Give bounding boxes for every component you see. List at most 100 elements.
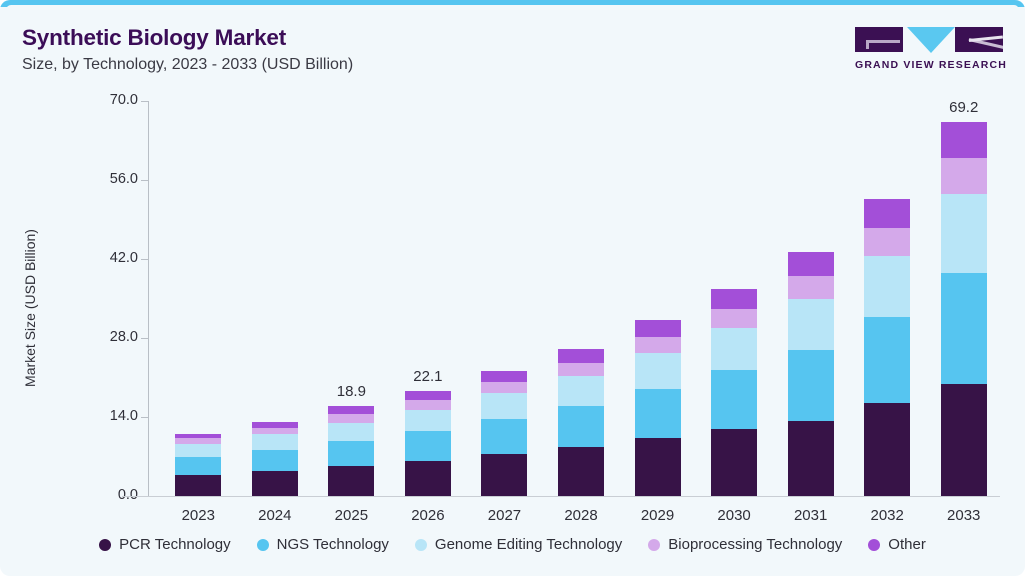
bar-group[interactable] [787, 251, 834, 496]
bar-group[interactable] [558, 349, 604, 496]
bar-segment[interactable] [864, 402, 911, 496]
bar-segment[interactable] [558, 349, 604, 363]
y-axis-tick-mark [141, 101, 148, 102]
bar-group[interactable] [711, 288, 758, 496]
x-axis-tick-label: 2028 [564, 507, 598, 524]
bar-segment[interactable] [940, 122, 987, 159]
legend-label: PCR Technology [119, 536, 231, 553]
bar-group[interactable] [175, 433, 222, 496]
bar-segment[interactable] [711, 327, 758, 371]
bar-segment[interactable] [175, 438, 222, 445]
bar-segment[interactable] [864, 227, 911, 256]
bar-segment[interactable] [481, 454, 528, 496]
bar-group[interactable] [328, 405, 375, 496]
bar-segment[interactable] [328, 440, 375, 466]
bar-segment[interactable] [864, 317, 911, 403]
bar-segment[interactable] [787, 251, 834, 276]
bar-group[interactable] [481, 370, 528, 496]
bar-segment[interactable] [711, 308, 758, 328]
bar-segment[interactable] [864, 255, 911, 318]
bar-segment[interactable] [864, 199, 911, 228]
bar-segment[interactable] [558, 405, 604, 447]
bar-segment[interactable] [634, 388, 681, 438]
x-axis-tick-label: 2030 [717, 507, 751, 524]
bar-segment[interactable] [787, 298, 834, 350]
legend-color-swatch-icon [256, 538, 269, 551]
x-axis-tick-label: 2027 [487, 507, 522, 524]
bar-segment[interactable] [558, 362, 604, 377]
bar-segment[interactable] [787, 420, 834, 496]
chart-subtitle: Size, by Technology, 2023 - 2033 (USD Bi… [22, 56, 354, 73]
bar-segment[interactable] [711, 429, 758, 496]
legend-color-swatch-icon [414, 538, 427, 551]
bar-segment[interactable] [175, 444, 222, 457]
y-axis-tick-label: 56.0 [109, 171, 138, 187]
bar-segment[interactable] [634, 437, 681, 496]
bar-group[interactable] [864, 199, 911, 496]
bar-segment[interactable] [481, 418, 528, 455]
legend-item[interactable]: NGS Technology [256, 536, 389, 553]
bar-segment[interactable] [328, 414, 375, 423]
y-axis-tick-label: 42.0 [109, 250, 138, 266]
bar-segment[interactable] [481, 382, 528, 394]
bar-segment[interactable] [175, 456, 222, 476]
bar-group[interactable] [251, 422, 298, 496]
bar-segment[interactable] [711, 370, 758, 430]
bar-segment[interactable] [404, 409, 451, 432]
bar-segment[interactable] [251, 422, 298, 428]
bar-segment[interactable] [940, 272, 987, 384]
bar-segment[interactable] [634, 353, 681, 389]
bar-group[interactable] [940, 122, 987, 496]
legend-item[interactable]: Other [868, 536, 926, 553]
x-axis-tick-label: 2032 [870, 507, 904, 524]
bar-segment[interactable] [404, 400, 451, 410]
bar-segment[interactable] [711, 288, 758, 309]
y-axis-tick-label: 28.0 [109, 329, 138, 345]
y-axis-tick-label: 70.0 [109, 92, 138, 108]
bar-segment[interactable] [558, 446, 604, 496]
bar-segment[interactable] [558, 376, 604, 406]
y-axis-title: Market Size (USD Billion) [22, 229, 38, 387]
logo-text: GRAND VIEW RESEARCH [855, 59, 1007, 71]
bar-segment[interactable] [634, 320, 681, 338]
bar-segment[interactable] [481, 370, 528, 382]
bar-segment[interactable] [251, 449, 298, 472]
legend-item[interactable]: Genome Editing Technology [414, 536, 623, 553]
bar-segment[interactable] [328, 465, 375, 496]
bar-group[interactable] [634, 320, 681, 496]
legend-label: Genome Editing Technology [434, 536, 623, 553]
bar-group[interactable] [404, 390, 451, 496]
bar-segment[interactable] [634, 337, 681, 354]
logo-g-block [855, 27, 903, 52]
logo-triangle-icon [907, 27, 955, 53]
bar-segment[interactable] [175, 433, 222, 439]
y-axis-tick-label: 14.0 [109, 408, 138, 424]
chart-header: Synthetic Biology Market Size, by Techno… [22, 24, 722, 76]
legend-label: Bioprocessing Technology [668, 536, 843, 553]
bar-segment[interactable] [328, 405, 375, 415]
bar-segment[interactable] [251, 427, 298, 435]
bar-segment[interactable] [328, 422, 375, 441]
bar-segment[interactable] [404, 390, 451, 401]
bar-segment[interactable] [787, 275, 834, 299]
y-axis-line [148, 101, 149, 496]
bar-segment[interactable] [940, 383, 987, 496]
bar-segment[interactable] [940, 158, 987, 194]
top-accent-bar [0, 0, 1025, 7]
x-axis-line [122, 496, 1000, 497]
bar-segment[interactable] [940, 193, 987, 273]
legend-item[interactable]: PCR Technology [99, 536, 231, 553]
bar-total-label: 69.2 [949, 99, 979, 116]
bar-segment[interactable] [481, 393, 528, 419]
bar-segment[interactable] [175, 475, 222, 496]
bar-segment[interactable] [251, 471, 298, 496]
legend-item[interactable]: Bioprocessing Technology [648, 536, 842, 553]
bar-segment[interactable] [787, 349, 834, 421]
x-axis-tick-label: 2029 [640, 507, 675, 524]
bar-segment[interactable] [404, 431, 451, 461]
bar-segment[interactable] [404, 460, 451, 496]
x-axis-tick-label: 2033 [947, 507, 981, 524]
y-axis-tick-mark [141, 259, 148, 260]
bar-segment[interactable] [251, 434, 298, 450]
